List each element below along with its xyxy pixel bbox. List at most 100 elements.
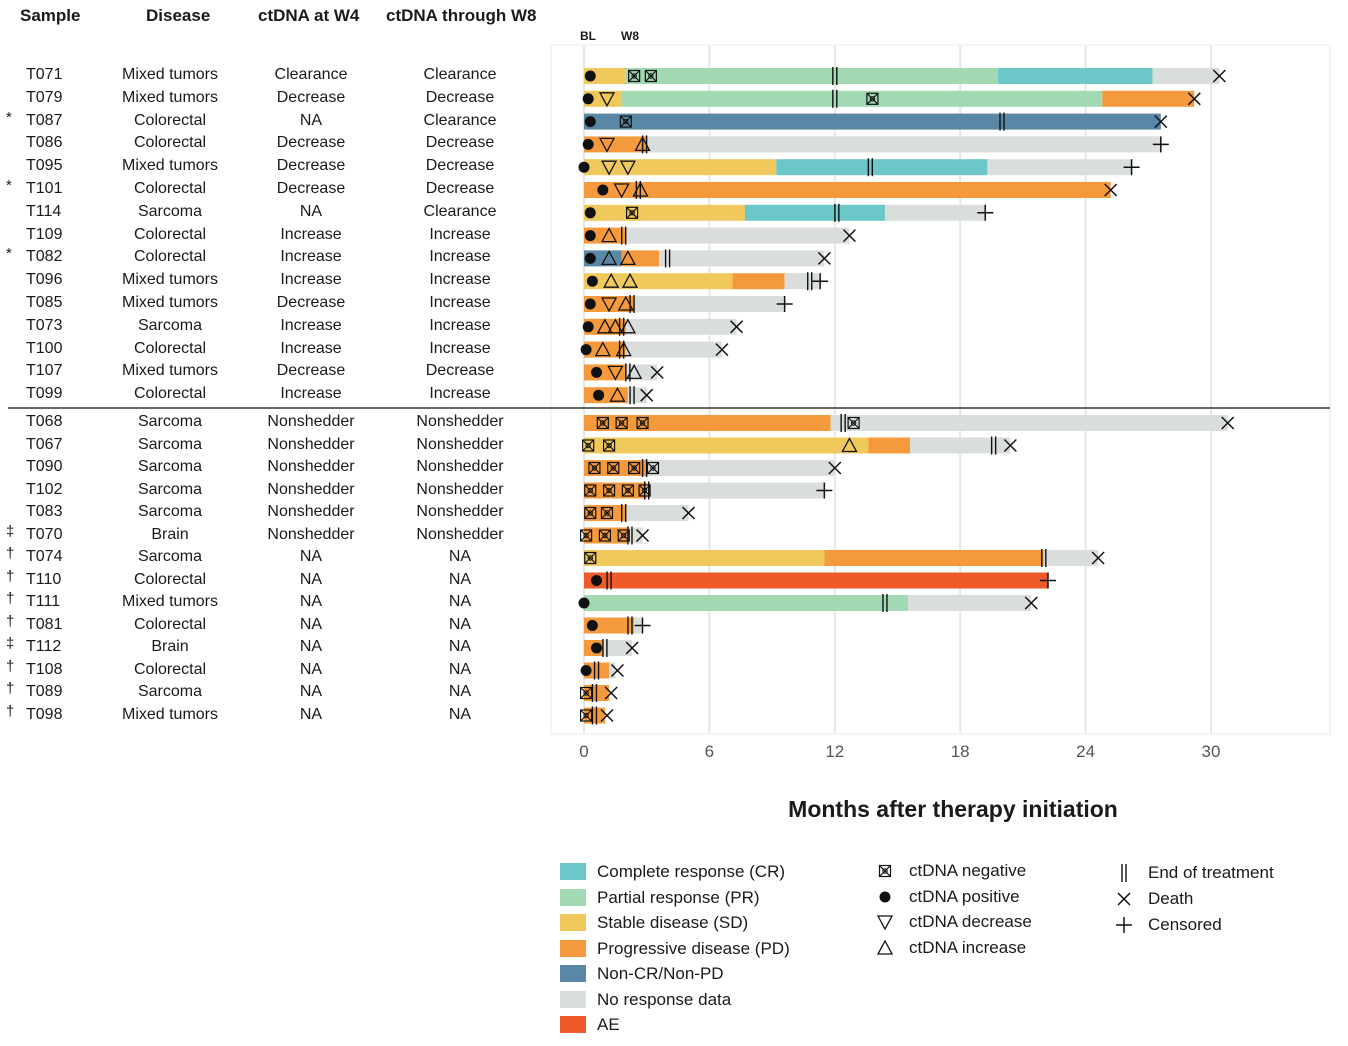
ctdna-w8-cell: Increase	[429, 271, 491, 289]
ctdna-negative-marker-b	[596, 417, 609, 429]
ctdna-w4-cell: Increase	[280, 225, 342, 243]
disease-cell: Mixed tumors	[121, 88, 219, 106]
ctdna-negative-marker	[625, 206, 639, 219]
ctdna-w4-cell: NA	[299, 548, 323, 565]
bar-segment-nr	[659, 250, 825, 267]
bar-segment-nr	[884, 204, 986, 221]
bar-segment-pd	[584, 707, 605, 724]
ctdna-negative-marker	[866, 92, 879, 105]
ctdna-increase-marker	[615, 341, 632, 357]
ctdna-negative-marker-b	[580, 687, 593, 699]
bar-segment-pd	[621, 250, 660, 267]
ctdna-negative-marker-b	[647, 462, 659, 474]
ctdna-w4-cell: NA	[299, 705, 323, 723]
sample-id: T082	[26, 248, 63, 266]
ctdna-increase-marker	[626, 364, 643, 380]
ctdna-negative-marker-b	[598, 529, 611, 542]
sample-id: T112	[26, 638, 62, 655]
censored-icon	[1116, 917, 1132, 933]
ctdna-positive-marker	[591, 366, 603, 378]
ctdna-w4-cell: Nonshedder	[267, 413, 355, 430]
death-marker-b	[1104, 183, 1118, 197]
ctdna-positive-marker	[584, 230, 596, 242]
legend-swatch-sd	[560, 914, 586, 931]
disease-cell: Mixed tumors	[121, 66, 219, 83]
death-icon	[1117, 892, 1131, 906]
ctdna-w8-cell: Nonshedder	[416, 503, 504, 520]
ctdna-positive-marker	[578, 597, 590, 609]
ctdna-negative-marker-c	[602, 532, 608, 539]
sample-id: T101	[26, 180, 63, 197]
ctdna-negative-marker	[644, 69, 657, 83]
row-marker: †	[6, 567, 15, 585]
bar-segment-nr	[625, 505, 689, 521]
disease-cell: Sarcoma	[137, 202, 203, 220]
ctdna-w4-cell: Decrease	[276, 294, 346, 311]
ctdna-negative-marker	[646, 461, 660, 475]
ctdna-w4-cell: Decrease	[276, 362, 346, 380]
w8-label: W8	[621, 29, 639, 43]
row-marker: †	[6, 590, 15, 607]
death-marker-b	[1091, 551, 1105, 565]
legend-label: Non-CR/Non-PD	[597, 964, 724, 983]
ctdna-negative-marker	[598, 529, 612, 542]
ctdna-negative-marker-b	[621, 484, 634, 497]
ctdna-negative-marker-b	[644, 70, 657, 82]
sample-id: T086	[26, 134, 63, 152]
bar-segment-pd	[584, 527, 628, 544]
ctdna-negative-marker	[636, 416, 649, 430]
bar-segment-pr	[625, 68, 998, 84]
ctdna-negative-marker	[607, 461, 620, 475]
ctdna-decrease-marker	[600, 297, 618, 313]
legend-label: ctDNA negative	[909, 861, 1027, 880]
x-tick-label: 12	[825, 742, 845, 761]
ctdna-negative-marker-b	[847, 417, 860, 429]
death-marker-b	[1187, 92, 1201, 106]
ctdna-negative-marker-b	[866, 92, 879, 105]
ctdna-negative-marker-c	[629, 210, 635, 216]
ctdna-positive-marker	[580, 665, 592, 676]
ctdna-w8-cell: Increase	[429, 294, 491, 311]
ctdna-positive-marker	[593, 389, 605, 401]
disease-cell: Colorectal	[133, 248, 207, 266]
sample-id: T071	[26, 66, 63, 83]
ctdna-negative-marker	[600, 506, 614, 520]
header-sample: Sample	[20, 6, 81, 25]
ctdna-negative-marker-b	[584, 507, 597, 519]
sample-id: T073	[26, 316, 63, 334]
bl-label: BL	[580, 29, 596, 43]
sample-id: T089	[26, 683, 63, 700]
ctdna-positive-marker	[584, 298, 596, 310]
bar-segment-sd	[584, 159, 777, 176]
ctdna-negative-marker-c	[631, 465, 637, 471]
row-marker: †	[6, 612, 15, 630]
ctdna-increase-marker	[596, 318, 613, 334]
ctdna-negative-marker-b	[603, 439, 616, 452]
ctdna-negative-marker-b	[628, 70, 641, 82]
ctdna-decrease-marker	[598, 92, 616, 108]
sample-id: T100	[26, 339, 63, 357]
disease-cell: Colorectal	[133, 111, 207, 129]
ctdna-negative-marker	[579, 529, 593, 542]
ctdna-negative-marker	[579, 709, 593, 722]
death-marker-b	[640, 388, 654, 402]
ctdna-negative-marker	[602, 484, 616, 497]
legend-swatch-cr	[560, 863, 586, 880]
ctdna-negative-marker	[588, 461, 601, 475]
ctdna-negative-marker-c	[587, 510, 593, 516]
ctdna-negative-marker-c	[600, 420, 606, 426]
ctdna-w4-cell: Nonshedder	[267, 525, 355, 543]
disease-cell: Mixed tumors	[121, 593, 219, 610]
ctdna-w8-cell: NA	[448, 638, 472, 655]
x-tick-label: 24	[1076, 742, 1096, 761]
ctdna-w8-cell: Nonshedder	[416, 458, 504, 475]
ctdna-negative-marker-c	[850, 420, 857, 426]
ctdna-negative-marker-c	[606, 442, 612, 449]
disease-cell: Colorectal	[133, 570, 207, 588]
bar-segment-pd	[584, 482, 647, 499]
disease-cell: Mixed tumors	[121, 157, 219, 175]
ctdna-w8-cell: NA	[448, 615, 472, 633]
ctdna-increase-marker	[621, 272, 639, 288]
ctdna-w8-cell: Decrease	[425, 180, 495, 197]
ctdna-w4-cell: Decrease	[276, 180, 346, 197]
